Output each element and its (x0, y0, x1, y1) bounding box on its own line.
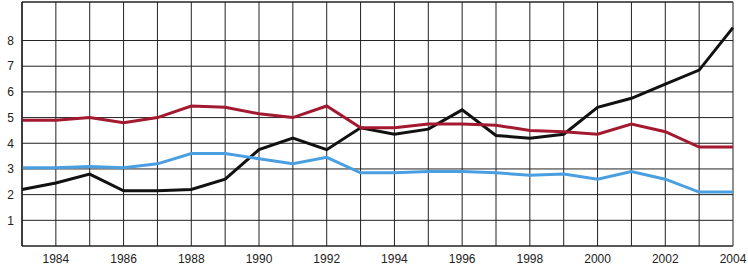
svg-text:1986: 1986 (110, 252, 137, 266)
svg-text:2004: 2004 (720, 252, 740, 266)
svg-text:2: 2 (8, 188, 14, 202)
svg-text:1984: 1984 (43, 252, 70, 266)
svg-text:3: 3 (8, 162, 14, 176)
svg-text:4: 4 (8, 137, 14, 151)
svg-text:2000: 2000 (584, 252, 611, 266)
svg-text:7: 7 (8, 59, 14, 73)
svg-text:1: 1 (8, 214, 14, 228)
svg-text:6: 6 (8, 85, 14, 99)
svg-text:1992: 1992 (313, 252, 340, 266)
svg-text:1988: 1988 (178, 252, 205, 266)
svg-text:5: 5 (8, 111, 14, 125)
svg-text:1996: 1996 (449, 252, 476, 266)
svg-text:1998: 1998 (517, 252, 544, 266)
svg-text:1990: 1990 (246, 252, 273, 266)
svg-text:8: 8 (8, 34, 14, 48)
svg-text:2002: 2002 (652, 252, 679, 266)
svg-text:1994: 1994 (381, 252, 408, 266)
